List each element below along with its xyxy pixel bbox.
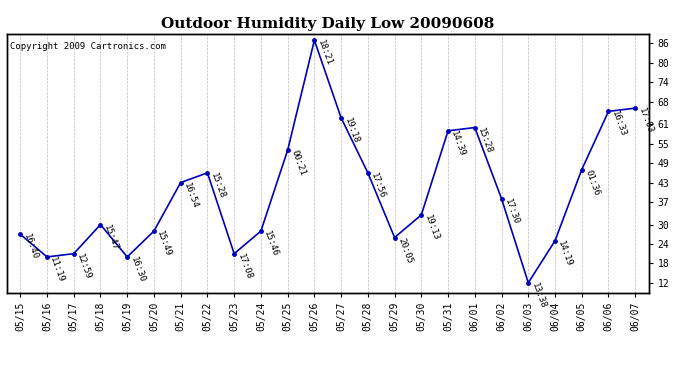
Text: 11:19: 11:19: [48, 255, 66, 284]
Text: 16:30: 16:30: [128, 255, 146, 284]
Text: 13:38: 13:38: [530, 281, 547, 310]
Text: 15:49: 15:49: [155, 230, 173, 258]
Text: 18:21: 18:21: [316, 39, 333, 67]
Text: 20:05: 20:05: [396, 236, 413, 264]
Text: 12:59: 12:59: [75, 252, 92, 280]
Text: 14:19: 14:19: [556, 239, 574, 268]
Text: 16:54: 16:54: [182, 181, 199, 210]
Text: 19:18: 19:18: [342, 117, 360, 145]
Text: 17:08: 17:08: [235, 252, 253, 280]
Text: Copyright 2009 Cartronics.com: Copyright 2009 Cartronics.com: [10, 42, 166, 51]
Text: 15:46: 15:46: [262, 230, 280, 258]
Text: 00:21: 00:21: [289, 149, 306, 177]
Text: 15:47: 15:47: [102, 223, 119, 252]
Text: 19:13: 19:13: [423, 213, 440, 242]
Text: 14:39: 14:39: [449, 129, 467, 158]
Text: 01:36: 01:36: [583, 168, 601, 196]
Text: 17:03: 17:03: [637, 107, 654, 135]
Text: 17:30: 17:30: [503, 197, 520, 226]
Text: 16:40: 16:40: [21, 233, 39, 261]
Title: Outdoor Humidity Daily Low 20090608: Outdoor Humidity Daily Low 20090608: [161, 17, 495, 31]
Text: 17:56: 17:56: [369, 171, 387, 200]
Text: 15:28: 15:28: [209, 171, 226, 200]
Text: 15:28: 15:28: [476, 126, 494, 154]
Text: 16:33: 16:33: [610, 110, 627, 138]
